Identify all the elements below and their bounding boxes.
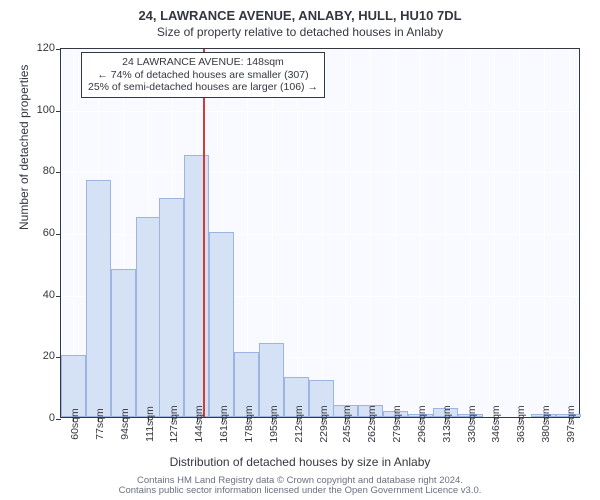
histogram-bar	[184, 155, 209, 417]
grid-line-h	[61, 111, 579, 112]
histogram-bar	[136, 217, 161, 417]
grid-line-v	[544, 49, 545, 417]
footer-line2: Contains public sector information licen…	[119, 485, 482, 496]
x-tick-label: 94sqm	[119, 408, 131, 440]
y-tick-label: 120	[37, 42, 55, 54]
x-tick-label: 212sqm	[293, 405, 305, 442]
x-tick-label: 178sqm	[243, 405, 255, 442]
x-tick-label: 195sqm	[268, 405, 280, 442]
grid-line-v	[420, 49, 421, 417]
footer-attribution: Contains HM Land Registry data © Crown c…	[0, 476, 600, 497]
annotation-box: 24 LAWRANCE AVENUE: 148sqm← 74% of detac…	[81, 52, 325, 98]
grid-line-v	[569, 49, 570, 417]
x-tick-label: 77sqm	[94, 408, 106, 440]
x-tick-label: 111sqm	[144, 406, 156, 442]
histogram-bar	[159, 198, 184, 417]
grid-line-h	[61, 172, 579, 173]
y-tick-label: 20	[43, 350, 55, 362]
y-tick-label: 0	[49, 412, 55, 424]
annotation-line3: 25% of semi-detached houses are larger (…	[88, 81, 318, 93]
x-tick-label: 144sqm	[193, 405, 205, 442]
grid-line-v	[494, 49, 495, 417]
y-axis-label: Number of detached properties	[17, 65, 31, 230]
y-tick-mark	[56, 234, 61, 235]
x-tick-label: 346sqm	[490, 405, 502, 442]
grid-line-v	[297, 49, 298, 417]
grid-line-v	[395, 49, 396, 417]
y-tick-label: 100	[37, 104, 55, 116]
x-tick-label: 245sqm	[341, 405, 353, 442]
histogram-bar	[209, 232, 234, 417]
plot-area: 24 LAWRANCE AVENUE: 148sqm← 74% of detac…	[60, 48, 580, 418]
grid-line-v	[370, 49, 371, 417]
grid-line-v	[470, 49, 471, 417]
grid-line-v	[445, 49, 446, 417]
y-tick-mark	[56, 172, 61, 173]
x-tick-label: 229sqm	[318, 405, 330, 442]
x-tick-label: 161sqm	[218, 405, 230, 442]
footer-line1: Contains HM Land Registry data © Crown c…	[137, 475, 463, 486]
x-tick-label: 313sqm	[441, 405, 453, 442]
grid-line-v	[322, 49, 323, 417]
x-tick-label: 397sqm	[565, 405, 577, 442]
x-tick-label: 60sqm	[69, 408, 81, 440]
y-tick-mark	[56, 419, 61, 420]
x-axis-label: Distribution of detached houses by size …	[0, 455, 600, 469]
chart-title-main: 24, LAWRANCE AVENUE, ANLABY, HULL, HU10 …	[0, 8, 600, 23]
grid-line-v	[519, 49, 520, 417]
x-tick-label: 363sqm	[515, 405, 527, 442]
x-tick-label: 330sqm	[466, 405, 478, 442]
x-tick-label: 296sqm	[416, 405, 428, 442]
x-tick-label: 262sqm	[366, 405, 378, 442]
histogram-bar	[86, 180, 111, 417]
y-tick-label: 60	[43, 227, 55, 239]
annotation-line1: 24 LAWRANCE AVENUE: 148sqm	[122, 56, 284, 68]
y-tick-mark	[56, 49, 61, 50]
reference-line	[203, 49, 205, 417]
y-tick-label: 40	[43, 289, 55, 301]
x-tick-label: 279sqm	[391, 405, 403, 442]
y-tick-mark	[56, 111, 61, 112]
y-tick-label: 80	[43, 165, 55, 177]
annotation-line2: ← 74% of detached houses are smaller (30…	[97, 69, 308, 81]
histogram-bar	[111, 269, 136, 417]
chart-title-sub: Size of property relative to detached ho…	[0, 25, 600, 39]
grid-line-v	[345, 49, 346, 417]
y-tick-mark	[56, 296, 61, 297]
x-tick-label: 127sqm	[168, 405, 180, 442]
x-tick-label: 380sqm	[540, 405, 552, 442]
